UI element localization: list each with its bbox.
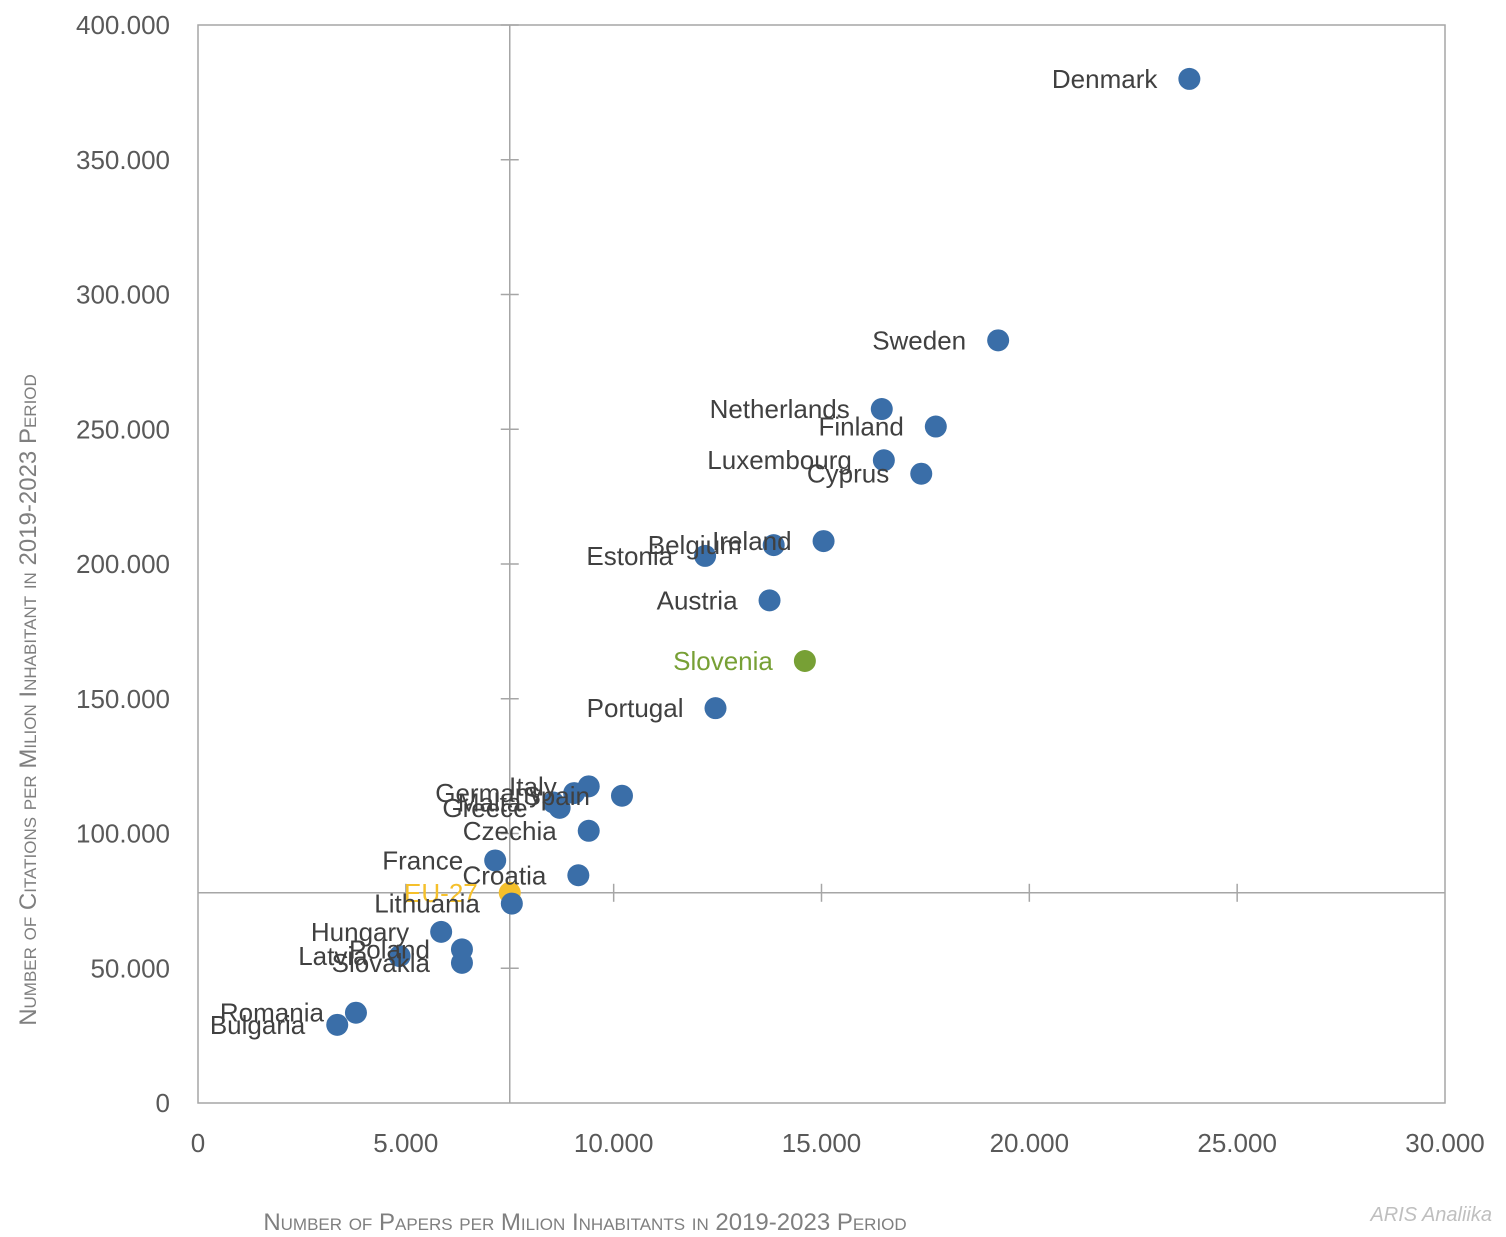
data-point [762, 534, 785, 557]
data-points [326, 67, 1201, 1036]
x-tick-label: 10.000 [574, 1128, 654, 1158]
point-labels: Denmark Sweden NetherlandsFinlandLuxembour… [210, 64, 1159, 1040]
point-label: Romania [220, 998, 325, 1028]
point-label: Sweden [872, 325, 966, 355]
point-label: Slovenia [673, 646, 773, 676]
data-point [872, 449, 895, 472]
point-label: Belgium [648, 530, 742, 560]
data-point [1178, 67, 1201, 90]
data-point [326, 1013, 349, 1036]
point-label: Croatia [463, 860, 547, 890]
point-label: Poland [349, 934, 430, 964]
point-label: Estonia [586, 541, 673, 571]
point-label: Malta [458, 788, 522, 818]
data-point [430, 920, 453, 943]
plot-area [197, 24, 1446, 1104]
data-point [484, 849, 507, 872]
point-label: Czechia [463, 816, 557, 846]
data-point [704, 697, 727, 720]
x-tick-label: 25.000 [1197, 1128, 1277, 1158]
data-point [870, 398, 893, 421]
point-label: Germany [435, 778, 542, 808]
point-label: Greece [442, 793, 527, 823]
data-point [924, 415, 947, 438]
point-label: Latvia [298, 941, 368, 971]
data-point [694, 544, 717, 567]
x-tick-label: 30.000 [1405, 1128, 1485, 1158]
point-label: Ireland [712, 526, 792, 556]
x-tick-label: 15.000 [782, 1128, 862, 1158]
data-point [450, 951, 473, 974]
y-axis: 0 50.000 100.000 150.000 200.000 250.000 300.0… [76, 10, 519, 1118]
data-point [388, 945, 411, 968]
x-tick-label: 0 [191, 1128, 205, 1158]
data-point [812, 530, 835, 553]
y-tick-label: 100.000 [76, 819, 170, 849]
y-axis-title: Number of Citations per Milion Inhabitan… [15, 374, 42, 1026]
data-point [567, 864, 590, 887]
y-tick-label: 400.000 [76, 10, 170, 40]
data-point [987, 329, 1010, 352]
point-label: Denmark [1052, 64, 1158, 94]
point-label: EU-27 [404, 878, 478, 908]
x-axis-title: Number of Papers per Milion Inhabitants … [263, 1209, 906, 1236]
data-point [548, 796, 571, 819]
point-label: Bulgaria [210, 1010, 306, 1040]
point-label: Portugal [587, 693, 684, 723]
point-label: Italy [509, 771, 557, 801]
point-label: Spain [523, 781, 590, 811]
point-label: Luxembourg [707, 445, 852, 475]
point-label: Lithuania [374, 889, 480, 919]
data-point [577, 819, 600, 842]
point-label: France [382, 845, 463, 875]
point-label: Netherlands [710, 394, 850, 424]
y-tick-label: 300.000 [76, 280, 170, 310]
credit-text: ARIS Analiika [1370, 1204, 1492, 1226]
point-label: Austria [657, 585, 738, 615]
point-label: Cyprus [807, 459, 889, 489]
x-axis: 0 5.000 10.000 15.000 20.000 25.000 30.000 [191, 883, 1485, 1158]
point-label: Slovakia [332, 948, 431, 978]
y-tick-label: 50.000 [90, 953, 170, 983]
y-tick-label: 350.000 [76, 145, 170, 175]
y-tick-label: 250.000 [76, 414, 170, 444]
data-point [610, 784, 633, 807]
y-tick-label: 150.000 [76, 684, 170, 714]
point-label: Finland [819, 412, 904, 442]
data-point [910, 462, 933, 485]
data-point [344, 1001, 367, 1024]
x-tick-label: 5.000 [373, 1128, 438, 1158]
x-tick-label: 20.000 [990, 1128, 1070, 1158]
data-point [500, 892, 523, 915]
data-point [793, 650, 816, 673]
point-label: Hungary [311, 917, 409, 947]
data-point [563, 782, 586, 805]
y-tick-label: 0 [156, 1088, 170, 1118]
y-tick-label: 200.000 [76, 549, 170, 579]
data-point [758, 589, 781, 612]
